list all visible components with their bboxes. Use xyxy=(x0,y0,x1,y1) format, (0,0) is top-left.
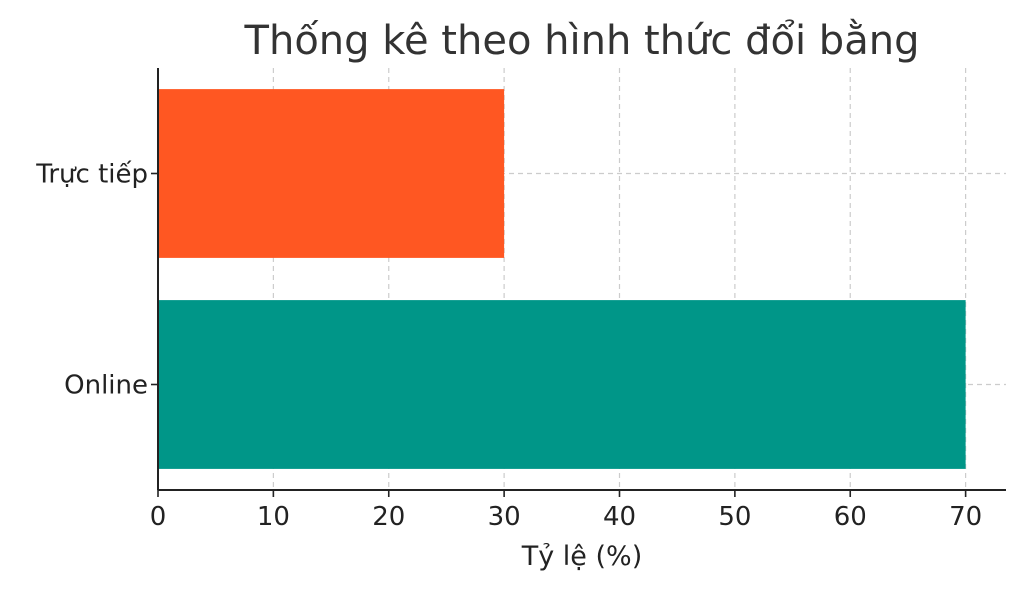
chart-title: Thống kê theo hình thức đổi bằng xyxy=(244,18,920,64)
bars xyxy=(158,89,966,469)
x-tick-label: 20 xyxy=(372,502,405,532)
axes xyxy=(157,68,1006,491)
x-tick-label: 30 xyxy=(488,502,521,532)
x-tick-label: 50 xyxy=(718,502,751,532)
y-ticks: Trực tiếp Online xyxy=(35,160,158,401)
x-ticks: 0 10 20 30 40 50 60 70 xyxy=(150,490,982,532)
x-axis-label: Tỷ lệ (%) xyxy=(521,541,642,572)
y-tick-label: Online xyxy=(64,371,148,401)
x-tick-label: 40 xyxy=(603,502,636,532)
x-tick-label: 10 xyxy=(257,502,290,532)
y-tick-label: Trực tiếp xyxy=(35,160,148,190)
x-tick-label: 70 xyxy=(949,502,982,532)
x-tick-label: 0 xyxy=(150,502,167,532)
bar xyxy=(158,89,505,258)
x-tick-label: 60 xyxy=(834,502,867,532)
bar xyxy=(158,300,966,469)
